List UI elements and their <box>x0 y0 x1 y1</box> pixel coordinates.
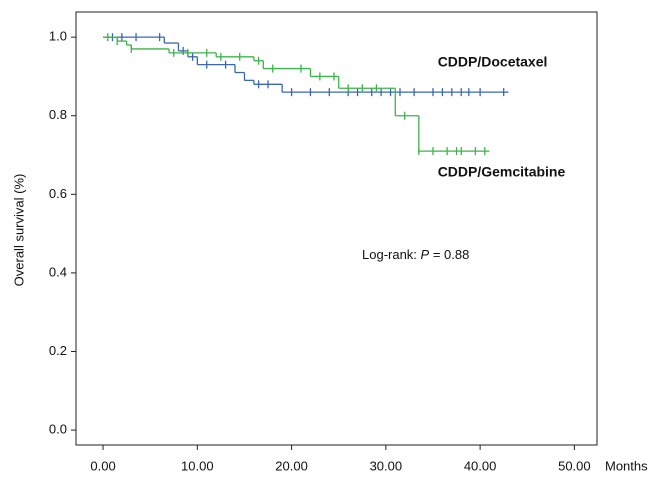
log-rank-note: Log-rank: P = 0.88 <box>362 247 469 262</box>
y-tick-label: 0.8 <box>49 107 67 122</box>
log-rank-value: = 0.88 <box>429 247 469 262</box>
x-tick-label: 40.00 <box>464 458 497 473</box>
y-tick-label: 1.0 <box>49 29 67 44</box>
x-tick-label: 10.00 <box>181 458 214 473</box>
series-label: CDDP/Gemcitabine <box>438 163 566 179</box>
y-tick-label: 0.2 <box>49 343 67 358</box>
plot-frame <box>75 11 598 446</box>
x-tick-label: 0.00 <box>90 458 115 473</box>
y-tick-label: 0.6 <box>49 186 67 201</box>
series-label: CDDP/Docetaxel <box>438 53 548 69</box>
y-tick-label: 0.4 <box>49 264 67 279</box>
x-axis-label: Months <box>605 458 648 473</box>
y-axis-label: Overall survival (%) <box>11 174 26 287</box>
log-rank-p: P <box>421 247 430 262</box>
x-tick-label: 50.00 <box>558 458 591 473</box>
log-rank-prefix: Log-rank: <box>362 247 421 262</box>
x-tick-label: 30.00 <box>370 458 403 473</box>
y-tick-label: 0.0 <box>49 422 67 437</box>
x-tick-label: 20.00 <box>275 458 308 473</box>
